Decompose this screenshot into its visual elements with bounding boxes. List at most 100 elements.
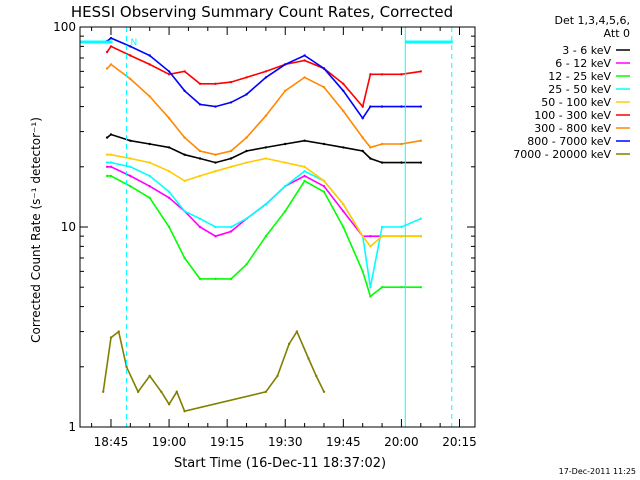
data-point (109, 36, 113, 40)
series-line-25-50-kev (107, 161, 422, 288)
data-point (287, 342, 291, 346)
data-point (167, 170, 171, 173)
data-point (400, 142, 403, 146)
legend-label: 3 - 6 keV (562, 44, 611, 57)
legend-label: 6 - 12 keV (555, 57, 611, 70)
data-point (160, 390, 163, 393)
legend-label: 50 - 100 keV (541, 96, 611, 109)
data-point (400, 286, 403, 289)
data-point (361, 117, 364, 120)
data-point (175, 390, 178, 393)
data-point (361, 136, 364, 139)
data-point (245, 76, 248, 79)
data-point (109, 161, 113, 164)
data-point (303, 59, 306, 62)
data-point (380, 225, 384, 229)
data-point (369, 245, 372, 248)
data-point (229, 101, 233, 104)
generation-timestamp: 17-Dec-2011 11:25 (559, 467, 636, 476)
data-point (148, 185, 151, 188)
data-point (245, 161, 248, 164)
data-point (419, 161, 422, 164)
data-point (380, 73, 384, 76)
data-point (264, 235, 268, 238)
data-point (369, 157, 372, 160)
data-point (400, 73, 403, 76)
data-point (229, 225, 233, 229)
data-point (109, 336, 113, 339)
series-3-6-kev (105, 133, 422, 164)
x-tick-label: 18:45 (94, 435, 129, 449)
data-point (342, 203, 345, 206)
data-point (303, 170, 306, 173)
data-point (342, 210, 345, 213)
data-point (198, 103, 202, 106)
legend-label: 25 - 50 keV (548, 83, 611, 96)
data-point (167, 73, 171, 76)
x-tick-label: 20:15 (442, 435, 477, 449)
data-point (183, 210, 186, 213)
data-point (148, 161, 151, 164)
data-point (148, 63, 151, 66)
x-tick-label: 20:00 (384, 435, 419, 449)
data-point (183, 410, 186, 413)
data-point (245, 149, 248, 153)
data-point (264, 157, 268, 160)
data-point (183, 70, 186, 73)
data-point (125, 365, 128, 368)
data-point (129, 157, 132, 160)
detector-info-line2: Att 0 (604, 27, 630, 40)
data-point (307, 357, 310, 360)
data-point (105, 165, 109, 168)
data-point (105, 174, 109, 178)
data-point (400, 225, 403, 229)
y-axis-label: Corrected Count Rate (s⁻¹ detector⁻¹) (29, 117, 43, 343)
series-line-300-800-kev (106, 63, 421, 156)
data-point (198, 157, 202, 160)
data-point (284, 89, 287, 93)
data-point (419, 105, 422, 108)
data-point (361, 270, 364, 273)
data-point (109, 45, 113, 48)
data-point (229, 80, 233, 84)
series-line-100-300-kev (106, 45, 421, 109)
data-point (322, 86, 326, 89)
data-point (284, 161, 287, 164)
data-point (167, 117, 171, 120)
data-point (167, 196, 171, 199)
data-point (148, 142, 151, 146)
legend-label: 100 - 300 keV (534, 109, 611, 122)
data-point (361, 235, 364, 238)
data-point (380, 161, 384, 164)
data-point (183, 89, 186, 93)
data-point (322, 185, 326, 188)
data-point (148, 174, 151, 178)
data-point (419, 139, 422, 142)
series-25-50-kev (105, 161, 422, 289)
series-line-12-25-kev (107, 175, 421, 298)
data-point (183, 153, 186, 156)
data-point (303, 165, 306, 168)
data-point (183, 179, 186, 183)
data-point (148, 95, 151, 98)
data-point (361, 149, 364, 153)
data-point (369, 73, 372, 76)
data-point (129, 174, 132, 178)
data-point (148, 54, 151, 57)
data-point (129, 185, 132, 188)
data-point (167, 70, 171, 73)
detector-info-line1: Det 1,3,4,5,6, (554, 14, 630, 27)
data-point (109, 165, 113, 168)
data-point (105, 50, 109, 54)
data-point (369, 105, 372, 108)
data-point (129, 45, 132, 48)
data-point (105, 161, 109, 164)
data-point (303, 139, 306, 142)
data-point (419, 217, 422, 220)
x-tick-label: 19:30 (268, 435, 303, 449)
data-point (245, 263, 248, 266)
data-point (342, 109, 345, 113)
series-100-300-kev (105, 45, 422, 109)
